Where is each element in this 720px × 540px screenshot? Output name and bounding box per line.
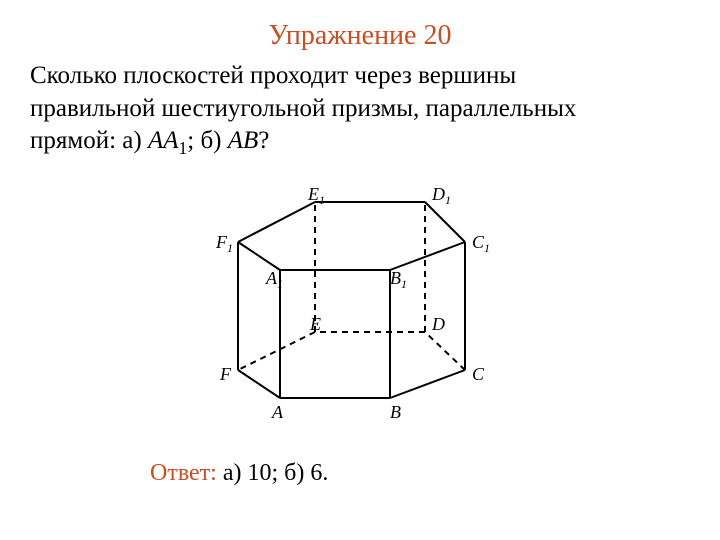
problem-line3-mid: ; б)	[187, 127, 228, 154]
answer-a: а) 10;	[217, 460, 278, 486]
exercise-title: Упражнение 20	[30, 20, 690, 52]
svg-text:E: E	[309, 314, 321, 334]
problem-ab: AB	[228, 127, 259, 154]
problem-line3-post: ?	[258, 127, 269, 154]
title-text: Упражнение 20	[269, 20, 452, 51]
svg-text:C: C	[472, 364, 485, 384]
answer-b: б) 6.	[278, 460, 328, 486]
svg-text:E1: E1	[307, 184, 325, 207]
svg-text:C1: C1	[472, 232, 490, 255]
answer-label: Ответ:	[150, 460, 217, 486]
prism-svg: ABCDEFA1B1C1D1E1F1	[190, 180, 530, 430]
diagram-container: ABCDEFA1B1C1D1E1F1	[30, 180, 690, 430]
problem-line3-pre: прямой: а)	[30, 127, 148, 154]
problem-line1: Сколько плоскостей проходит через вершин…	[30, 62, 516, 89]
svg-text:D: D	[431, 314, 445, 334]
problem-text: Сколько плоскостей проходит через вершин…	[30, 60, 690, 160]
svg-text:A: A	[271, 402, 284, 422]
problem-aa: AA	[148, 127, 179, 154]
svg-text:F: F	[219, 364, 232, 384]
problem-aa-sub: 1	[179, 138, 188, 158]
svg-text:B: B	[390, 402, 401, 422]
svg-text:F1: F1	[215, 232, 233, 255]
problem-line2: правильной шестиугольной призмы, паралле…	[30, 95, 576, 122]
hexagonal-prism-diagram: ABCDEFA1B1C1D1E1F1	[190, 180, 530, 430]
answer-line: Ответ: а) 10; б) 6.	[150, 460, 690, 487]
svg-text:D1: D1	[431, 184, 451, 207]
svg-text:B1: B1	[390, 268, 407, 291]
